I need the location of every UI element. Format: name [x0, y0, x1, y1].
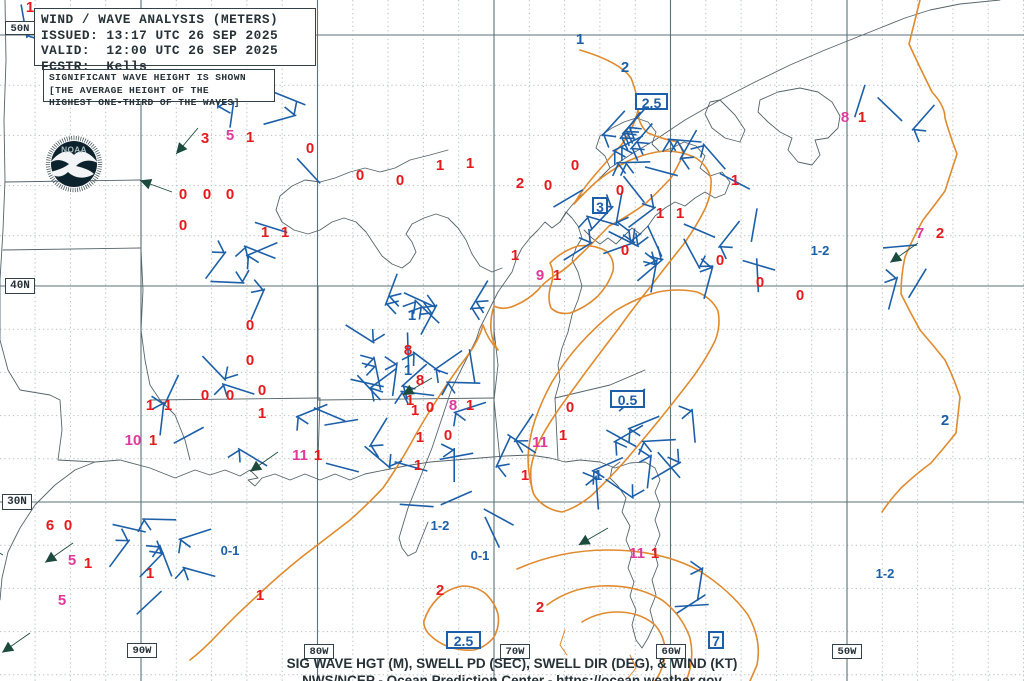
svg-text:1: 1	[164, 397, 172, 414]
svg-text:0: 0	[796, 287, 804, 304]
svg-text:1: 1	[466, 155, 474, 172]
svg-text:1: 1	[149, 432, 157, 449]
svg-text:2: 2	[936, 225, 944, 242]
svg-text:1: 1	[416, 429, 424, 446]
svg-text:1: 1	[261, 224, 269, 241]
svg-text:1: 1	[656, 205, 664, 222]
svg-text:5: 5	[68, 552, 76, 569]
svg-text:1: 1	[651, 545, 659, 562]
svg-text:1-2: 1-2	[811, 243, 830, 258]
svg-text:0: 0	[544, 177, 552, 194]
svg-text:1: 1	[676, 205, 684, 222]
svg-text:0-1: 0-1	[471, 548, 490, 563]
svg-text:1: 1	[576, 31, 584, 48]
svg-text:1: 1	[281, 224, 289, 241]
svg-text:1: 1	[436, 157, 444, 174]
svg-text:0: 0	[616, 182, 624, 199]
svg-text:0: 0	[226, 186, 234, 203]
svg-text:0: 0	[246, 317, 254, 334]
svg-text:1: 1	[84, 555, 92, 572]
svg-text:2: 2	[941, 412, 949, 429]
svg-text:0: 0	[64, 517, 72, 534]
svg-text:1: 1	[466, 397, 474, 414]
svg-text:0: 0	[571, 157, 579, 174]
svg-text:2: 2	[536, 599, 544, 616]
svg-text:1: 1	[246, 129, 254, 146]
svg-text:1: 1	[404, 362, 412, 379]
svg-text:1: 1	[411, 402, 419, 419]
svg-text:0: 0	[716, 252, 724, 269]
svg-text:0: 0	[621, 242, 629, 259]
svg-text:11: 11	[532, 434, 548, 451]
svg-text:1-2: 1-2	[431, 518, 450, 533]
svg-text:1: 1	[146, 565, 154, 582]
svg-text:0: 0	[356, 167, 364, 184]
svg-text:1: 1	[594, 467, 602, 484]
svg-text:0-1: 0-1	[221, 543, 240, 558]
svg-text:1: 1	[858, 109, 866, 126]
svg-text:8: 8	[449, 397, 457, 414]
svg-text:0: 0	[306, 140, 314, 157]
svg-text:1: 1	[511, 247, 519, 264]
svg-text:0: 0	[396, 172, 404, 189]
svg-text:1: 1	[553, 267, 561, 284]
svg-text:0: 0	[444, 427, 452, 444]
svg-text:8: 8	[841, 109, 849, 126]
svg-text:1: 1	[521, 467, 529, 484]
svg-text:6: 6	[46, 517, 54, 534]
svg-text:1: 1	[314, 447, 322, 464]
svg-text:0: 0	[756, 274, 764, 291]
svg-text:1-2: 1-2	[876, 566, 895, 581]
svg-text:1: 1	[258, 405, 266, 422]
svg-text:0: 0	[566, 399, 574, 416]
svg-text:0: 0	[179, 217, 187, 234]
svg-text:0: 0	[226, 387, 234, 404]
svg-text:0: 0	[201, 387, 209, 404]
svg-text:3: 3	[201, 130, 209, 147]
svg-text:2: 2	[516, 175, 524, 192]
svg-text:10: 10	[125, 432, 142, 449]
svg-text:1: 1	[731, 172, 739, 189]
svg-text:NOAA: NOAA	[61, 145, 87, 155]
svg-text:0: 0	[258, 382, 266, 399]
svg-text:0: 0	[179, 186, 187, 203]
svg-text:5: 5	[58, 592, 66, 609]
svg-text:7: 7	[916, 225, 924, 242]
svg-text:11: 11	[292, 447, 308, 464]
svg-text:1: 1	[559, 427, 567, 444]
svg-text:1: 1	[146, 397, 154, 414]
svg-text:5: 5	[226, 127, 234, 144]
svg-text:0: 0	[426, 399, 434, 416]
svg-text:1: 1	[256, 587, 264, 604]
svg-text:8: 8	[404, 342, 412, 359]
svg-text:1: 1	[408, 307, 416, 324]
svg-text:2: 2	[436, 582, 444, 599]
svg-text:9: 9	[536, 267, 544, 284]
svg-text:1: 1	[414, 457, 422, 474]
svg-text:2: 2	[621, 59, 629, 76]
svg-text:0: 0	[246, 352, 254, 369]
svg-text:8: 8	[416, 372, 424, 389]
svg-text:0: 0	[203, 186, 211, 203]
svg-text:1: 1	[26, 0, 34, 16]
svg-text:11: 11	[629, 545, 645, 562]
